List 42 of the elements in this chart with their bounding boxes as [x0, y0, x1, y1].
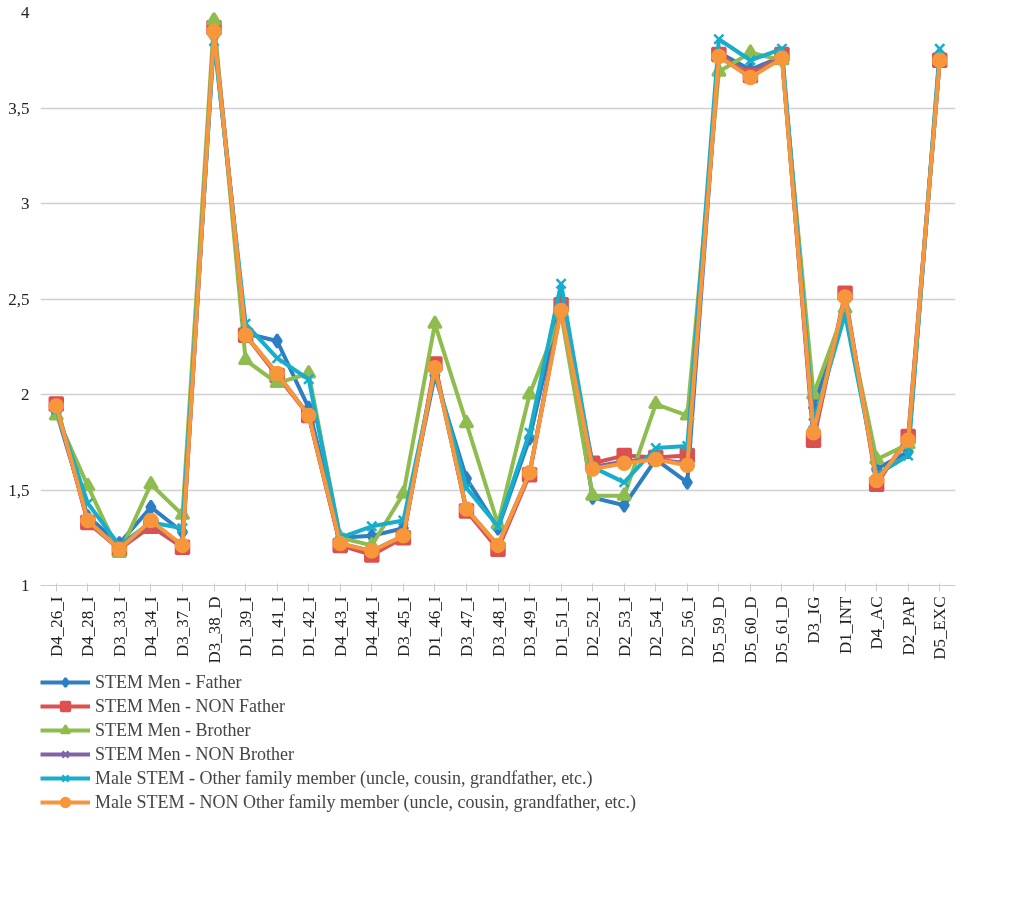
x-tick-label: D2_56_I [677, 596, 697, 657]
legend-label: STEM Men - NON Brother [95, 743, 294, 765]
x-tick-label: D1_51_I [551, 596, 571, 657]
x-tick-label: D4_AC [867, 596, 887, 650]
x-tick-label: D3_38_D [204, 596, 224, 664]
x-tick-label: D3_33_I [109, 596, 129, 657]
x-tick-label: D2_54_I [646, 596, 666, 657]
x-tick-label: D3_49_I [520, 596, 540, 657]
y-tick-label: 3 [21, 194, 30, 213]
legend-label: STEM Men - Father [95, 671, 242, 693]
x-tick-label: D2_52_I [583, 596, 603, 657]
x-tick-label: D4_43_I [330, 596, 350, 657]
x-tick-label: D4_28_I [78, 596, 98, 657]
y-tick-label: 2,5 [8, 289, 30, 309]
x-tick-label: D1_46_I [425, 596, 445, 657]
x-tick-label: D3_48_I [488, 596, 508, 657]
x-tick-label: D4_44_I [362, 596, 382, 657]
x-tick-label: D3_45_I [393, 596, 413, 657]
legend-label: STEM Men - Brother [95, 719, 251, 741]
y-tick-label: 2 [21, 385, 30, 404]
x-tick-label: D2_PAP [898, 596, 918, 656]
y-tick-label: 1,5 [8, 480, 30, 500]
y-tick-label: 4 [21, 3, 30, 22]
legend-label: STEM Men - NON Father [95, 695, 285, 717]
y-tick-label: 3,5 [8, 98, 30, 118]
x-tick-label: D1_41_I [267, 596, 287, 657]
x-tick-label: D3_37_I [172, 596, 192, 657]
legend-label: Male STEM - NON Other family member (uncle, cousin, grandfather, etc.) [95, 791, 637, 813]
x-tick-label: D2_53_I [614, 596, 634, 657]
x-tick-label: D1_INT [835, 595, 855, 655]
x-tick-label: D4_34_I [141, 596, 161, 657]
x-tick-label: D1_42_I [299, 596, 319, 657]
x-tick-label: D5_59_D [709, 596, 729, 664]
y-tick-label: 1 [21, 576, 30, 595]
x-tick-label: D3_IG [804, 596, 824, 644]
x-tick-label: D5_EXC [930, 596, 950, 660]
x-tick-label: D5_60_D [740, 596, 760, 664]
x-tick-label: D3_47_I [456, 596, 476, 657]
x-tick-label: D1_39_I [236, 596, 256, 657]
x-tick-label: D5_61_D [772, 596, 792, 664]
legend-label: Male STEM - Other family member (uncle, cousin, grandfather, etc.) [95, 767, 593, 789]
x-tick-label: D4_26_I [46, 596, 66, 657]
